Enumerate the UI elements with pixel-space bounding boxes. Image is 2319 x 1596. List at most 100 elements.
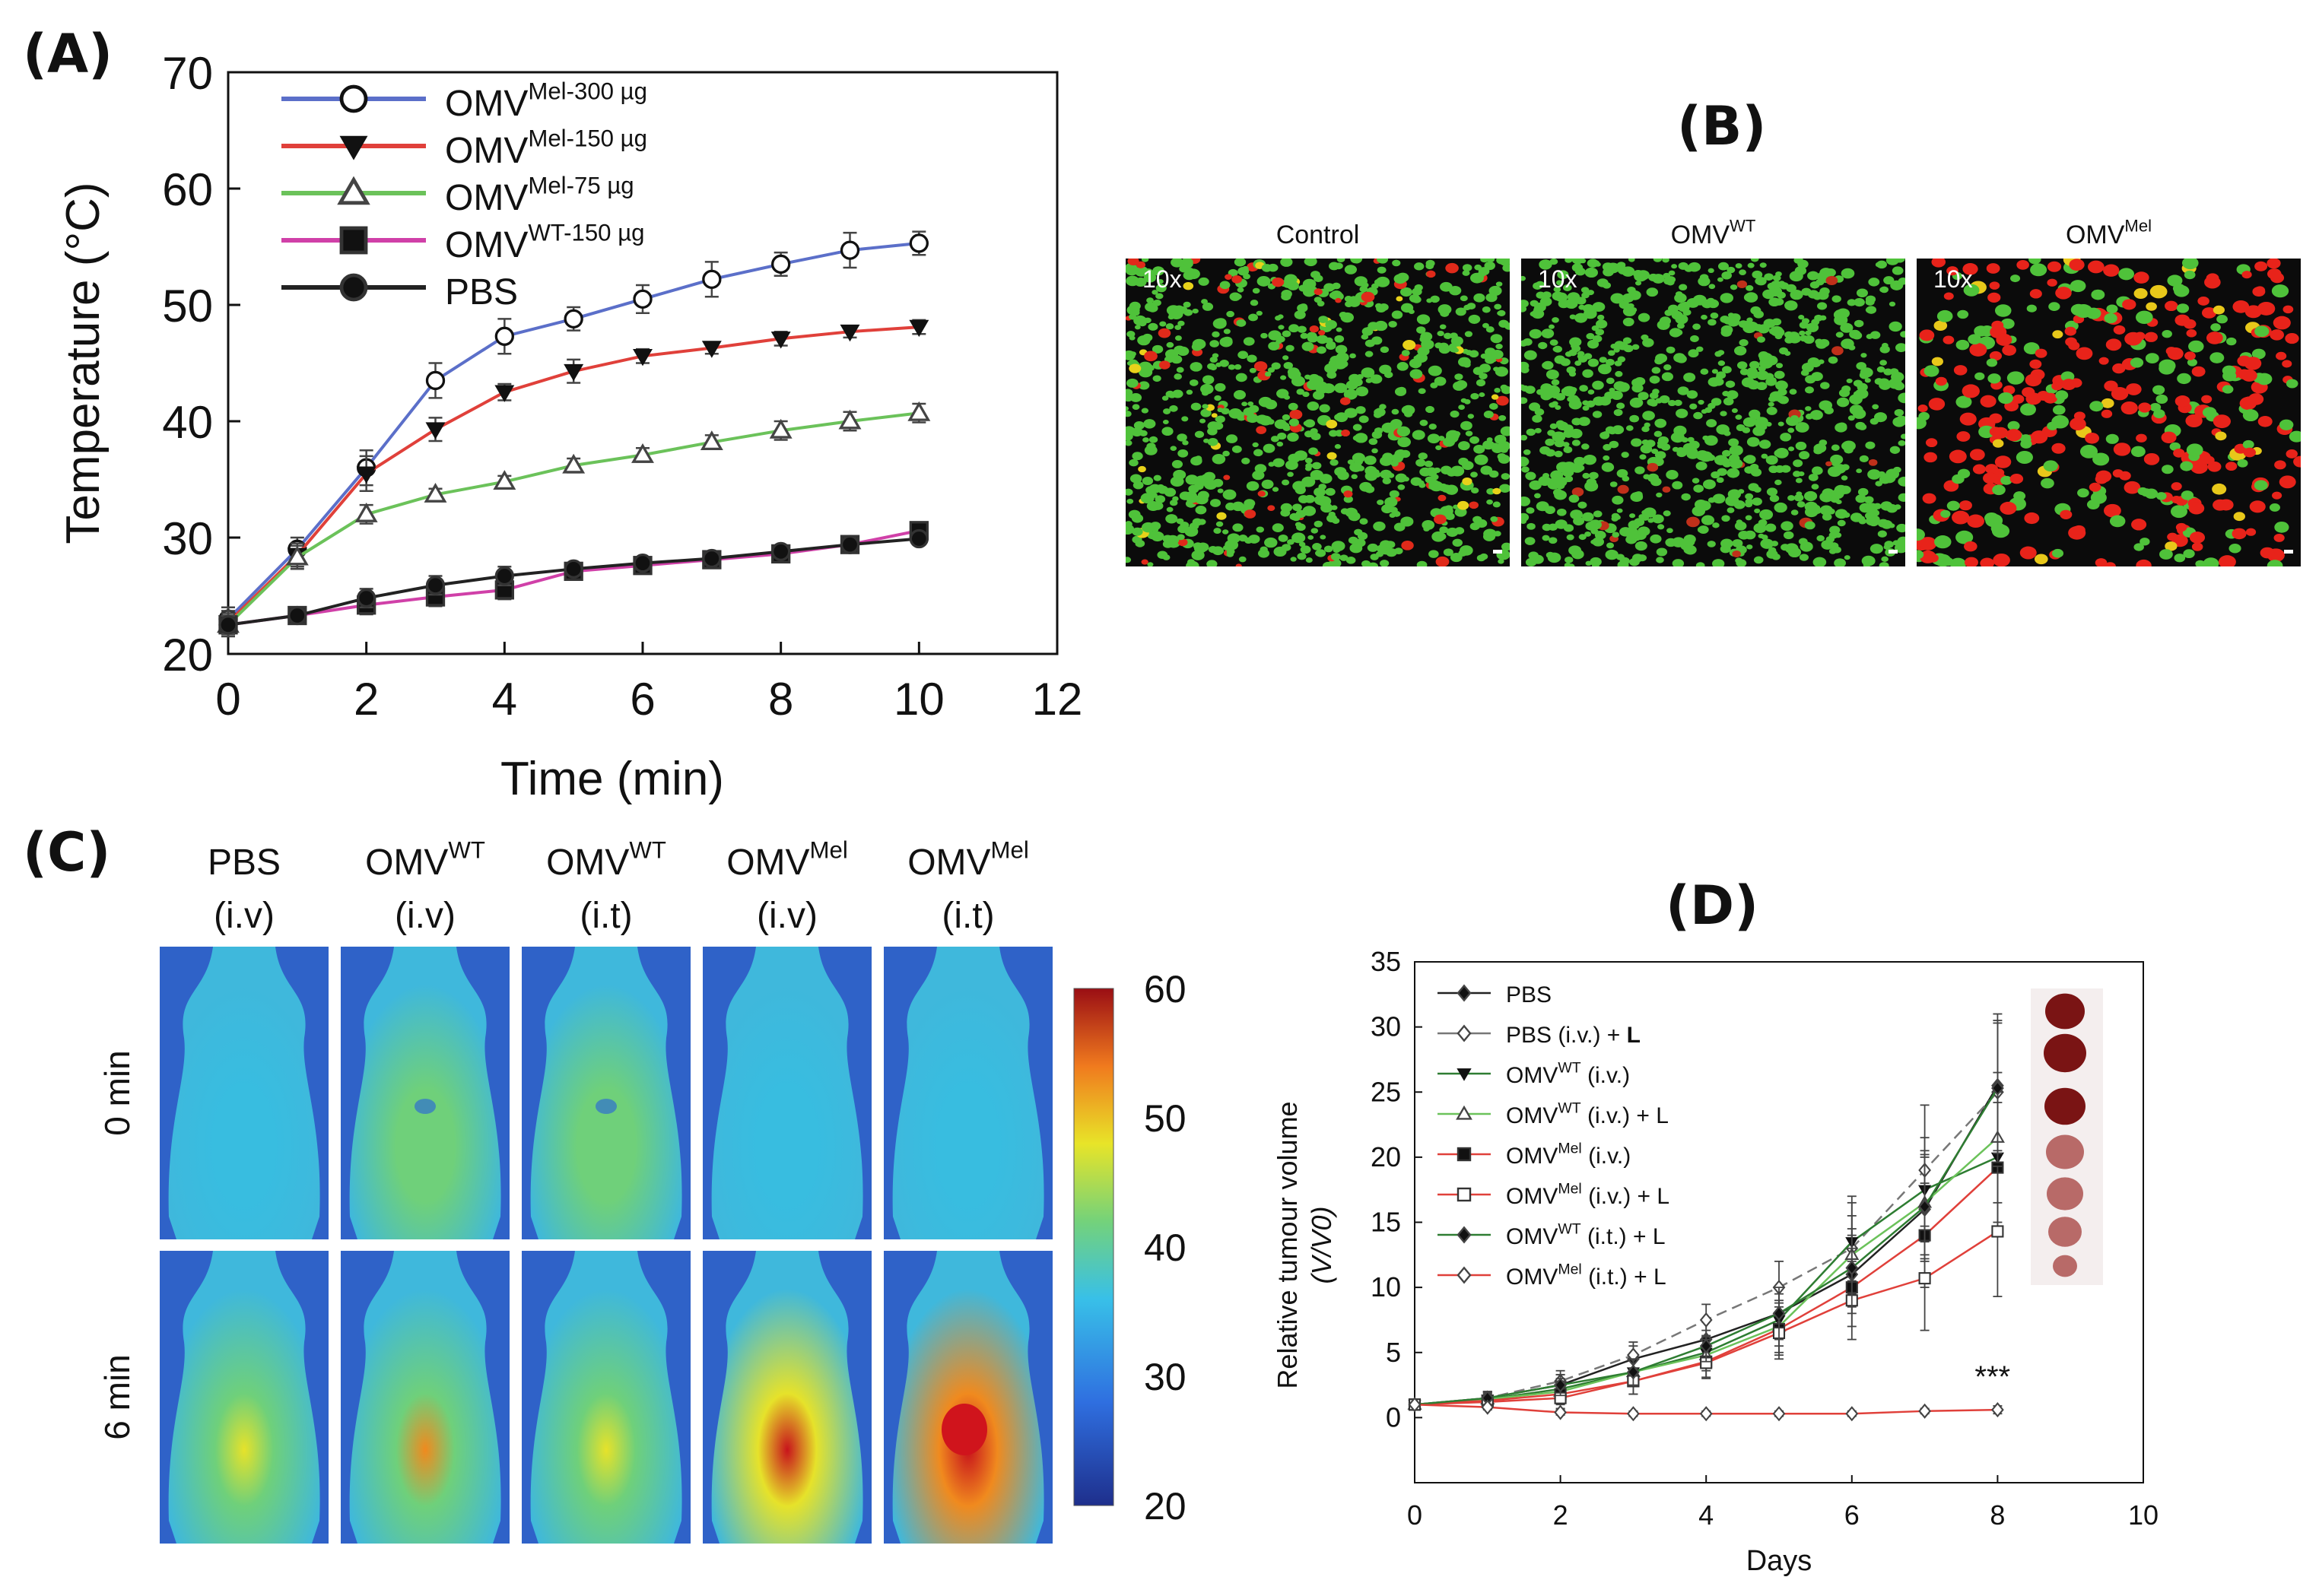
cell: [1935, 376, 1947, 386]
cell: [1723, 397, 1734, 406]
cell: [1877, 530, 1887, 538]
cell: [1132, 404, 1140, 410]
cell: [1755, 277, 1767, 286]
cell: [1174, 373, 1183, 380]
cell: [1228, 364, 1236, 370]
cell: [1622, 317, 1634, 327]
cell: [1534, 427, 1542, 433]
cell: [1549, 423, 1558, 430]
cell: [1555, 280, 1563, 286]
cell: [2254, 325, 2270, 338]
cell: [1486, 437, 1493, 443]
cell: [2120, 401, 2138, 415]
colorbar-tick-label: 60: [1144, 968, 1187, 1011]
cell: [1536, 291, 1545, 299]
cell: [1758, 351, 1769, 360]
cell: [1209, 364, 1218, 371]
cell: [2144, 332, 2158, 342]
cell: [1602, 262, 1614, 271]
cell: [1465, 350, 1472, 356]
cell: [1765, 523, 1777, 532]
cell: [1859, 455, 1869, 463]
cell: [1651, 366, 1661, 374]
cell: [2109, 515, 2126, 528]
y-tick-label-d: 10: [1371, 1271, 1401, 1303]
cell: [1371, 336, 1383, 345]
cell: [1764, 273, 1774, 281]
cell: [1587, 290, 1594, 296]
cell: [1189, 379, 1199, 386]
cell: [1267, 505, 1275, 512]
cell: [1276, 441, 1284, 447]
cell: [1797, 259, 1809, 268]
cell: [1304, 259, 1315, 266]
cell: [1668, 270, 1676, 276]
cell: [1169, 405, 1178, 412]
cell: [1775, 363, 1784, 369]
cell: [1597, 314, 1605, 321]
cell: [1247, 354, 1257, 363]
cell: [1141, 408, 1149, 414]
cell: [1371, 448, 1378, 454]
cell: [2191, 542, 2203, 551]
cell: [1357, 531, 1368, 541]
cell: [1225, 274, 1232, 280]
cell: [2019, 546, 2037, 560]
cell: [1766, 406, 1777, 415]
cell: [1672, 446, 1679, 452]
legend-marker-d: [1457, 1147, 1472, 1162]
micrograph-cells: [1917, 259, 2301, 566]
cell: [1775, 380, 1788, 391]
cell: [1819, 505, 1833, 516]
cell: [1952, 510, 1970, 525]
cell: [1361, 367, 1375, 378]
cell: [1318, 484, 1326, 490]
cell: [1603, 443, 1612, 451]
cell: [1287, 367, 1300, 377]
x-tick-label-a: 6: [630, 674, 655, 725]
cell: [1288, 418, 1299, 427]
cell: [1545, 370, 1559, 380]
cell: [1501, 542, 1510, 551]
cell: [1304, 430, 1314, 438]
cell: [1656, 547, 1668, 557]
cell: [1428, 365, 1442, 376]
x-tick-label-d: 10: [2128, 1499, 2159, 1531]
cell: [1569, 303, 1576, 309]
cell: [1819, 439, 1828, 446]
cell: [1335, 344, 1348, 354]
cell: [1647, 462, 1659, 472]
cell: [1745, 515, 1752, 521]
cell: [1435, 556, 1450, 566]
cell: [1428, 424, 1437, 430]
cell: [1209, 340, 1219, 347]
cell: [1554, 450, 1563, 458]
cell: [1553, 345, 1563, 353]
cell: [1521, 366, 1530, 373]
cell: [1422, 519, 1435, 530]
cell: [2283, 478, 2295, 487]
legend-label-a: OMVWT-150 µg: [445, 219, 645, 265]
cell: [1498, 319, 1509, 328]
cell: [1532, 414, 1542, 423]
cell: [2186, 329, 2197, 338]
cell: [1137, 335, 1151, 346]
cell: [1536, 389, 1545, 395]
cell: [1189, 522, 1199, 530]
cell: [1735, 263, 1742, 269]
cell: [2187, 358, 2197, 366]
cell: [1152, 344, 1164, 354]
cell: [1940, 509, 1951, 519]
cell: [1840, 322, 1854, 333]
cell: [1663, 364, 1672, 371]
cell: [1991, 320, 2004, 331]
cell: [1418, 388, 1426, 395]
cell: [2000, 475, 2012, 485]
legend-label-d: OMVWT (i.v.): [1506, 1060, 1630, 1089]
data-point-a: [354, 503, 378, 522]
cell: [1525, 471, 1536, 481]
cell: [1325, 487, 1336, 496]
magnification-label: 10x: [1538, 265, 1577, 293]
cell: [1458, 441, 1470, 451]
y-tick-label-d: 5: [1386, 1337, 1401, 1368]
